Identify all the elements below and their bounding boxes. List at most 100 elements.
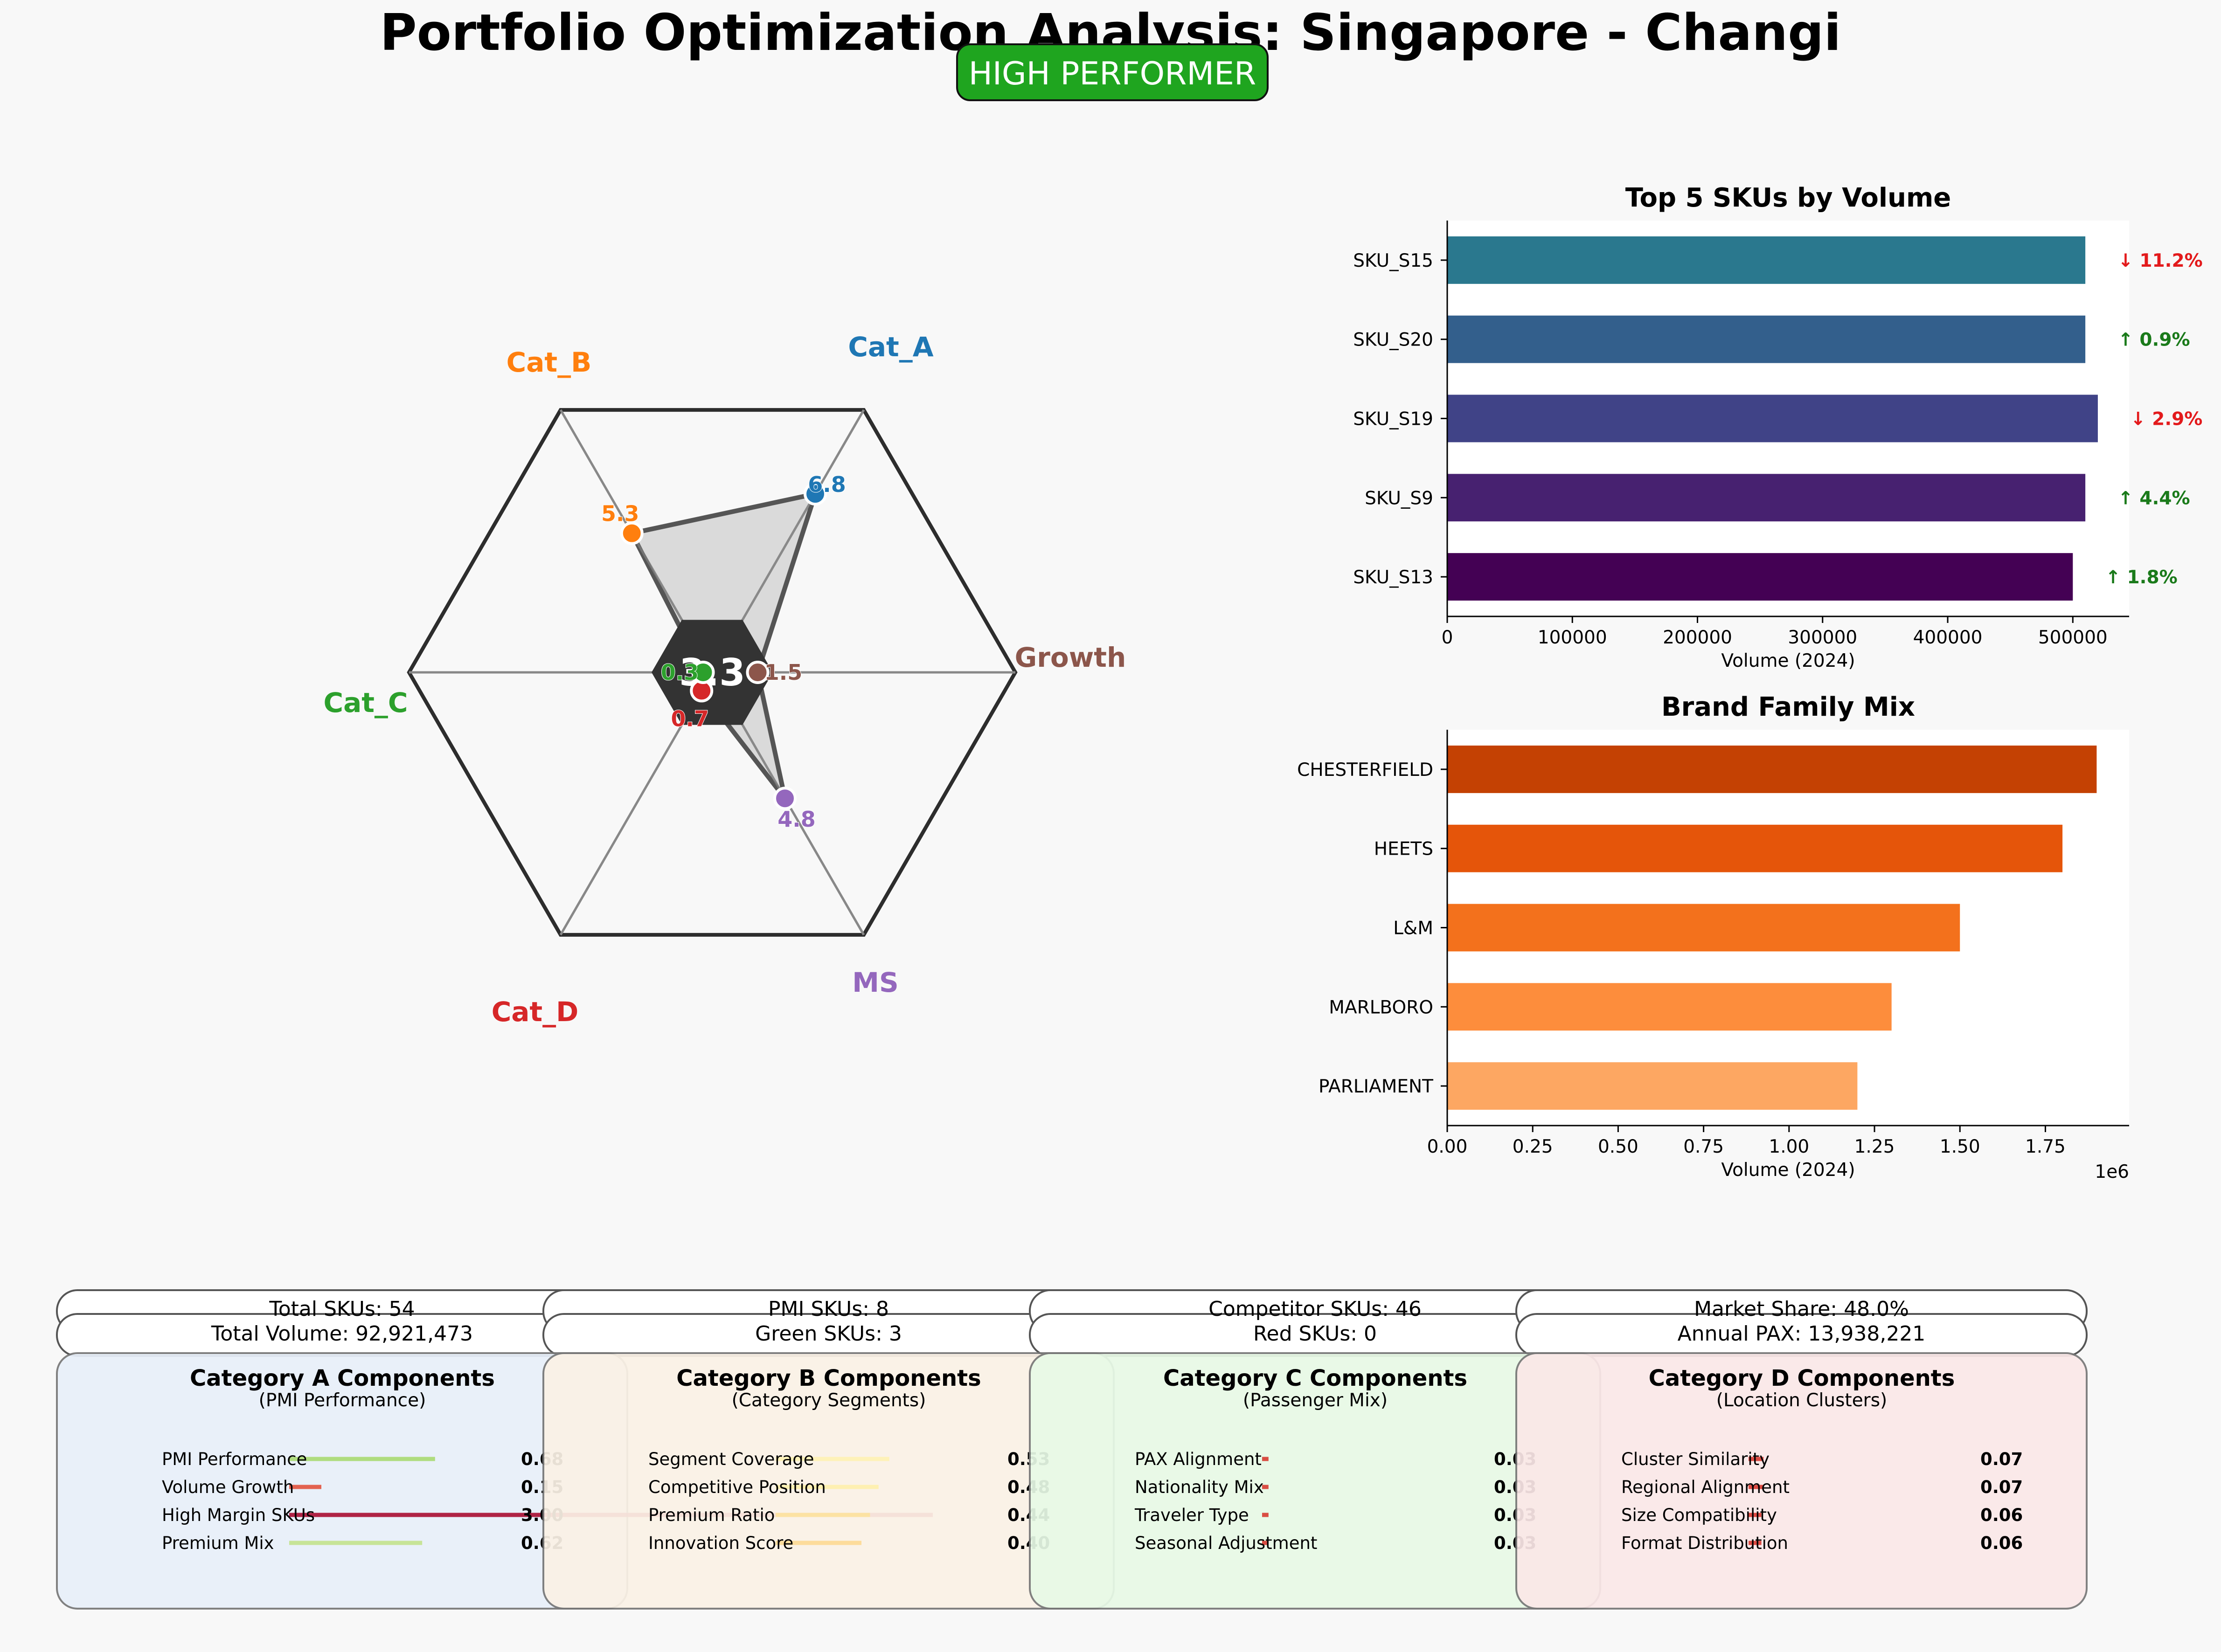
x-tick-label: 400000: [1913, 627, 1983, 648]
x-tick-label: 200000: [1663, 627, 1732, 648]
y-tick-label: SKU_S20: [1353, 330, 1433, 351]
component-label: Traveler Type: [1134, 1505, 1249, 1525]
x-axis-label: Volume (2024): [1721, 650, 1855, 671]
x-tick-label: 1.00: [1769, 1136, 1809, 1157]
component-label: Segment Coverage: [648, 1449, 814, 1469]
stat-line: Competitor SKUs: 46: [1208, 1297, 1422, 1321]
x-tick-label: 1.75: [2025, 1136, 2066, 1157]
panel-box: [1515, 1352, 2088, 1610]
bar-annotation: ↓ 2.9%: [2131, 409, 2202, 430]
x-axis-label: Volume (2024): [1721, 1160, 1855, 1181]
radar-axis-label: Cat_D: [492, 996, 579, 1028]
x-tick-label: 0.00: [1427, 1136, 1468, 1157]
y-tick-label: SKU_S13: [1353, 567, 1433, 588]
brand-mix-chart: CHESTERFIELD HEETS L&M MARLBORO PARLIAMENT 0.…: [1297, 692, 2129, 1182]
stat-line: PMI SKUs: 8: [768, 1297, 889, 1321]
stat-line: Red SKUs: 0: [1253, 1322, 1377, 1346]
bar-annotation: ↑ 4.4%: [2118, 488, 2190, 509]
radar-point: [620, 521, 644, 545]
bar: [1447, 553, 2073, 601]
radar-point: [773, 787, 797, 810]
x-tick-label: 0.75: [1683, 1136, 1724, 1157]
component-label: High Margin SKUs: [162, 1505, 315, 1525]
component-value: 0.07: [1980, 1449, 2023, 1469]
component-label: Format Distribution: [1621, 1533, 1788, 1553]
radar-value-label: 0.3: [661, 660, 699, 685]
component-label: PAX Alignment: [1135, 1449, 1262, 1469]
y-tick-label: SKU_S9: [1365, 488, 1433, 509]
y-tick-label: MARLBORO: [1329, 997, 1433, 1018]
component-label: Competitive Position: [648, 1477, 826, 1497]
component-label: Seasonal Adjustment: [1135, 1533, 1317, 1553]
component-label: Nationality Mix: [1135, 1477, 1264, 1497]
x-tick-label: 300000: [1788, 627, 1857, 648]
radar-value-label: 5.3: [601, 501, 639, 526]
panel-subtitle: (PMI Performance): [259, 1390, 426, 1411]
x-scale-label: 1e6: [2095, 1161, 2129, 1182]
x-tick-label: 100000: [1538, 627, 1607, 648]
bar-annotation: ↑ 0.9%: [2118, 330, 2190, 351]
bar: [1447, 1062, 1858, 1110]
component-value: 0.07: [1980, 1477, 2023, 1497]
y-tick-label: PARLIAMENT: [1319, 1076, 1433, 1097]
status-badge: HIGH PERFORMER: [956, 43, 1269, 101]
radar-axis-label: MS: [852, 967, 899, 998]
component-label: PMI Performance: [162, 1449, 307, 1469]
top-skus-chart: SKU_S15 ↓ 11.2% SKU_S20 ↑ 0.9% SKU_S19 ↓ 2.9%…: [1353, 183, 2202, 671]
radar-chart: 3.36.8Cat_A1.5Growth4.8MS0.7Cat_D0.3Cat_…: [324, 331, 1126, 1028]
x-tick-label: 1.25: [1854, 1136, 1895, 1157]
stat-line: Annual PAX: 13,938,221: [1678, 1322, 1926, 1346]
stat-line: Total Volume: 92,921,473: [211, 1322, 473, 1346]
component-label: Regional Alignment: [1621, 1477, 1790, 1497]
chart-title: Brand Family Mix: [1661, 692, 1915, 722]
y-tick-label: SKU_S15: [1353, 250, 1433, 271]
radar-point: [746, 661, 770, 684]
radar-value-label: 4.8: [777, 807, 816, 832]
radar-value-label: 1.5: [764, 660, 803, 685]
panel-subtitle: (Passenger Mix): [1243, 1390, 1388, 1411]
x-tick-label: 0.25: [1513, 1136, 1553, 1157]
bar: [1447, 394, 2098, 442]
bar: [1447, 904, 1960, 952]
y-tick-label: CHESTERFIELD: [1297, 760, 1433, 781]
panel-title: Category B Components: [676, 1365, 981, 1391]
y-tick-label: L&M: [1393, 918, 1433, 939]
component-label: Cluster Similarity: [1621, 1449, 1770, 1469]
chart-title: Top 5 SKUs by Volume: [1625, 183, 1951, 213]
stat-line: Total SKUs: 54: [269, 1297, 415, 1321]
component-label: Volume Growth: [162, 1477, 294, 1497]
panel-title: Category A Components: [190, 1365, 495, 1391]
y-tick-label: SKU_S19: [1353, 409, 1433, 430]
bar: [1447, 315, 2086, 363]
x-tick-label: 500000: [2038, 627, 2108, 648]
component-value: 0.06: [1980, 1533, 2023, 1553]
stat-line: Green SKUs: 3: [755, 1322, 902, 1346]
radar-axis-label: Growth: [1015, 642, 1126, 673]
bar: [1447, 474, 2086, 522]
component-value: 0.06: [1980, 1505, 2023, 1525]
panel-subtitle: (Category Segments): [732, 1390, 926, 1411]
radar-axis-label: Cat_A: [848, 331, 933, 363]
component-label: Premium Mix: [162, 1533, 274, 1553]
radar-point: [804, 482, 827, 506]
radar-axis-label: Cat_C: [324, 687, 408, 719]
bar: [1447, 236, 2086, 284]
radar-value-label: 6.8: [808, 472, 846, 497]
bar-annotation: ↓ 11.2%: [2118, 250, 2203, 271]
panel-subtitle: (Location Clusters): [1716, 1390, 1888, 1411]
stat-line: Market Share: 48.0%: [1694, 1297, 1909, 1321]
radar-point: [691, 661, 715, 684]
x-tick-label: 0.50: [1598, 1136, 1638, 1157]
radar-value-label: 0.7: [671, 706, 709, 731]
y-tick-label: HEETS: [1374, 839, 1433, 860]
component-label: Size Compatibility: [1621, 1505, 1777, 1525]
x-tick-label: 1.50: [1940, 1136, 1980, 1157]
component-panels: Category A Components(PMI Performance) PM…: [56, 1352, 2088, 1610]
x-tick-label: 0: [1442, 627, 1453, 648]
radar-axis-label: Cat_B: [507, 346, 592, 378]
bar-annotation: ↑ 1.8%: [2105, 567, 2177, 588]
bar: [1447, 745, 2097, 793]
panel-title: Category D Components: [1649, 1365, 1955, 1391]
